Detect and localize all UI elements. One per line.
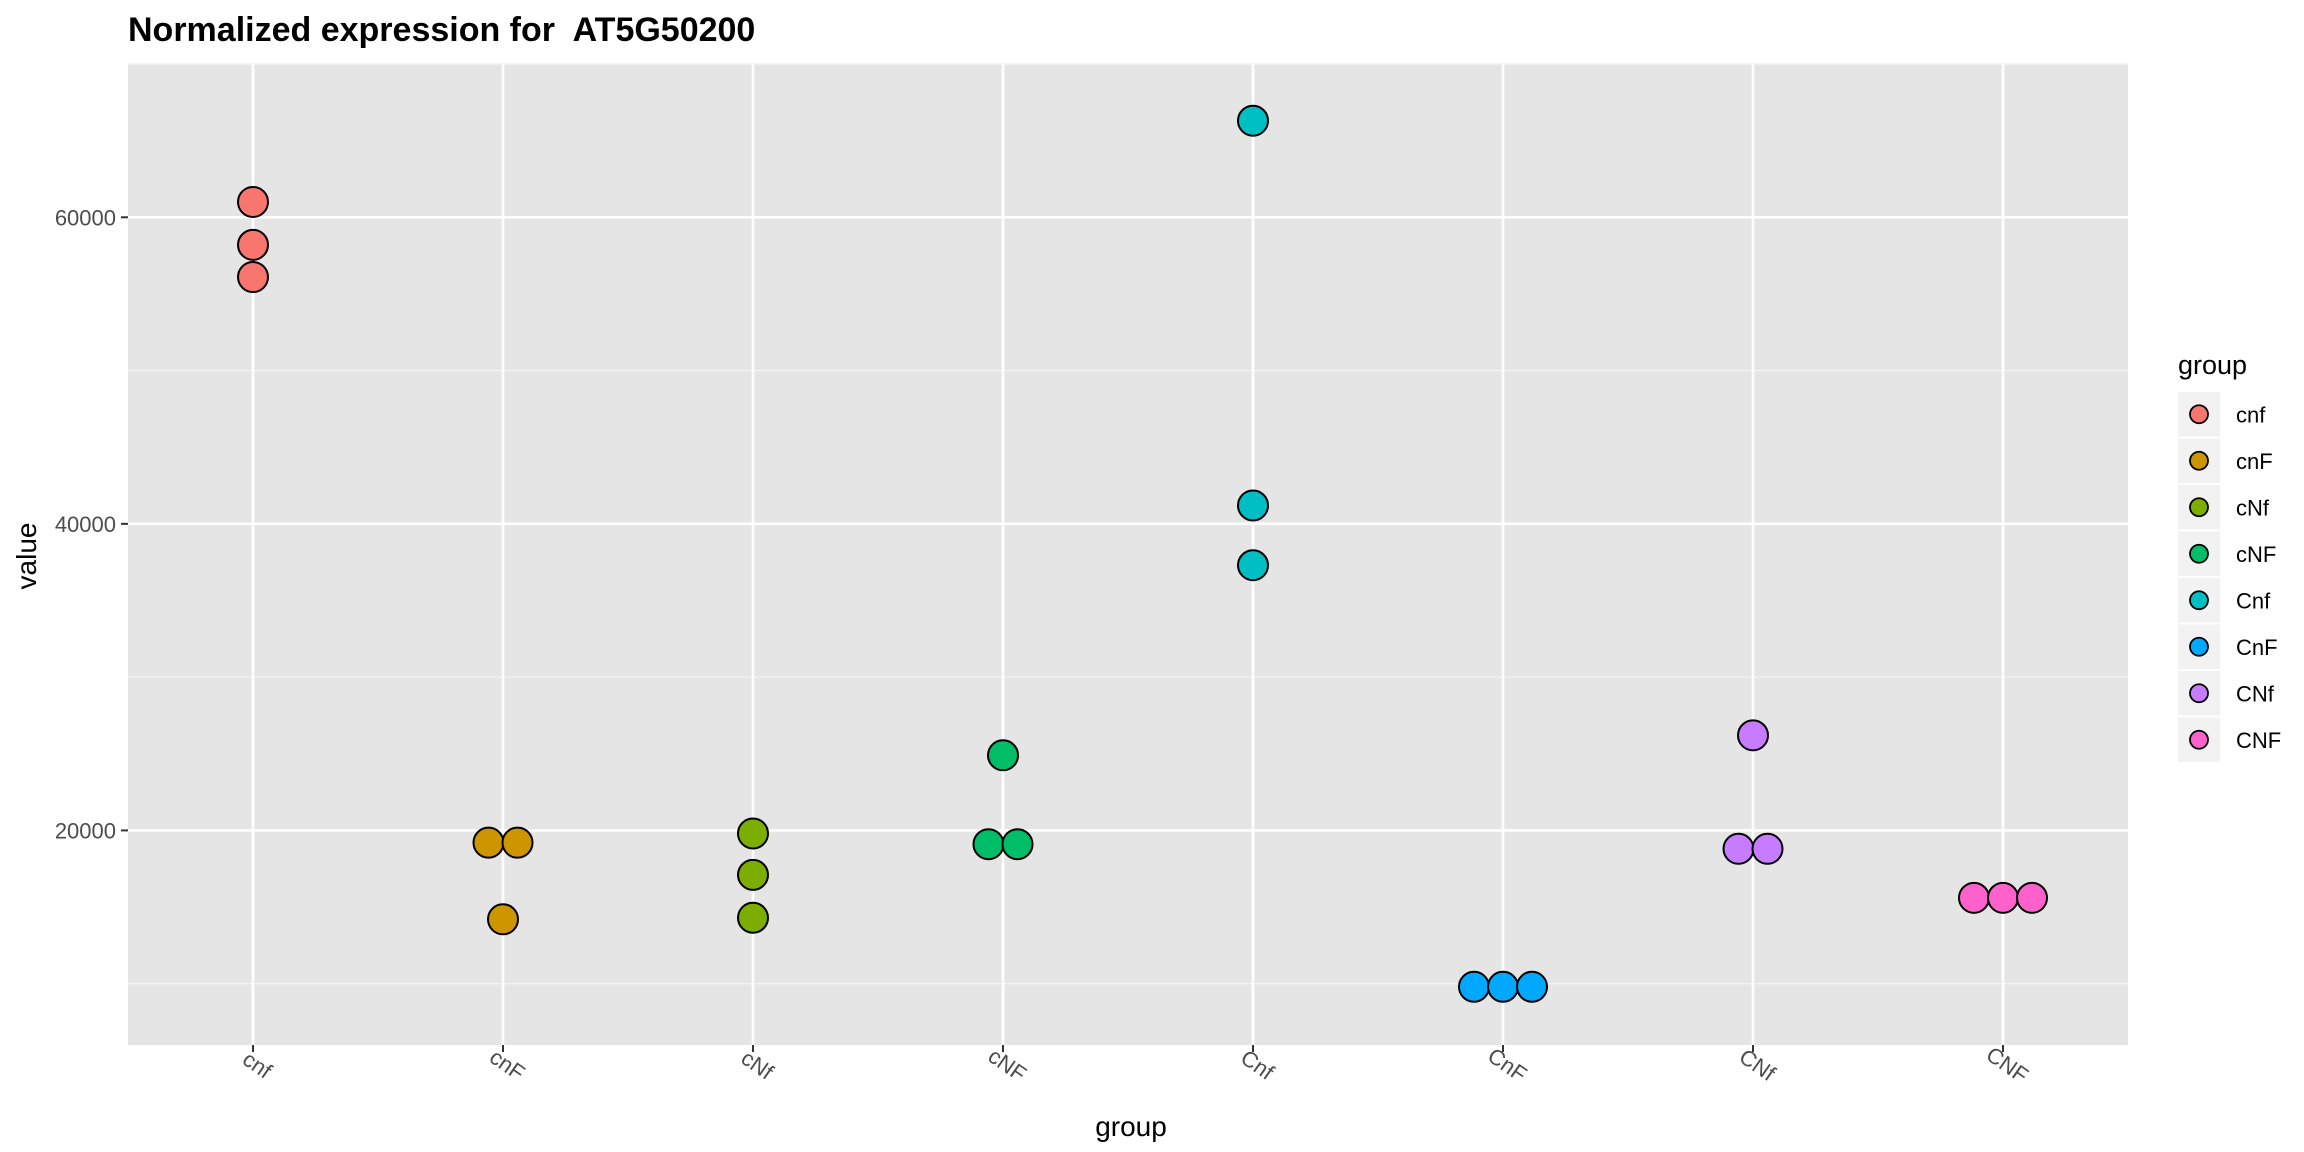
legend-swatch bbox=[2189, 636, 2209, 657]
data-point bbox=[501, 826, 534, 859]
data-point bbox=[1237, 549, 1269, 582]
legend-label: cNf bbox=[2236, 495, 2270, 520]
chart-title: Normalized expression for AT5G50200 bbox=[128, 11, 755, 49]
legend-swatch bbox=[2189, 450, 2209, 471]
data-point bbox=[737, 858, 769, 891]
data-point bbox=[1458, 970, 1490, 1003]
data-point bbox=[472, 826, 505, 859]
legend-label: Cnf bbox=[2236, 588, 2271, 613]
data-point bbox=[1487, 970, 1519, 1003]
legend-swatch bbox=[2189, 729, 2209, 750]
data-point bbox=[237, 261, 269, 294]
legend-label: cNF bbox=[2236, 542, 2276, 567]
data-point bbox=[1987, 881, 2019, 914]
plot-panel bbox=[128, 64, 2128, 1045]
data-point bbox=[237, 185, 269, 218]
data-point bbox=[1237, 489, 1269, 522]
data-point bbox=[1751, 832, 1784, 865]
data-point bbox=[972, 828, 1005, 861]
legend-swatch bbox=[2189, 590, 2209, 611]
legend-label: cnf bbox=[2236, 402, 2266, 427]
data-point bbox=[1722, 832, 1755, 865]
y-axis-title: value bbox=[11, 523, 42, 590]
y-tick-label: 40000 bbox=[55, 512, 116, 537]
legend-label: CNF bbox=[2236, 728, 2281, 753]
data-point bbox=[2016, 881, 2048, 914]
legend-swatch bbox=[2189, 497, 2209, 518]
data-point bbox=[1237, 104, 1269, 137]
data-point bbox=[1001, 828, 1034, 861]
legend-swatch bbox=[2189, 404, 2209, 425]
legend-swatch bbox=[2189, 543, 2209, 564]
legend-label: cnF bbox=[2236, 449, 2273, 474]
y-tick-label: 20000 bbox=[55, 818, 116, 843]
data-point bbox=[737, 901, 769, 934]
legend-label: CnF bbox=[2236, 635, 2278, 660]
data-point bbox=[737, 817, 769, 850]
legend-swatch bbox=[2189, 683, 2209, 704]
legend-label: CNf bbox=[2236, 681, 2275, 706]
data-point bbox=[1958, 881, 1990, 914]
data-point bbox=[237, 228, 269, 261]
data-point bbox=[1516, 970, 1548, 1003]
x-axis-title: group bbox=[1095, 1111, 1167, 1142]
data-point bbox=[1737, 719, 1769, 752]
data-point bbox=[487, 903, 519, 936]
y-tick-label: 60000 bbox=[55, 205, 116, 230]
legend: group cnf cnF cNf cNF Cnf CnF CNf CNF bbox=[2178, 350, 2281, 762]
legend-title: group bbox=[2178, 350, 2247, 380]
data-point bbox=[987, 739, 1019, 772]
